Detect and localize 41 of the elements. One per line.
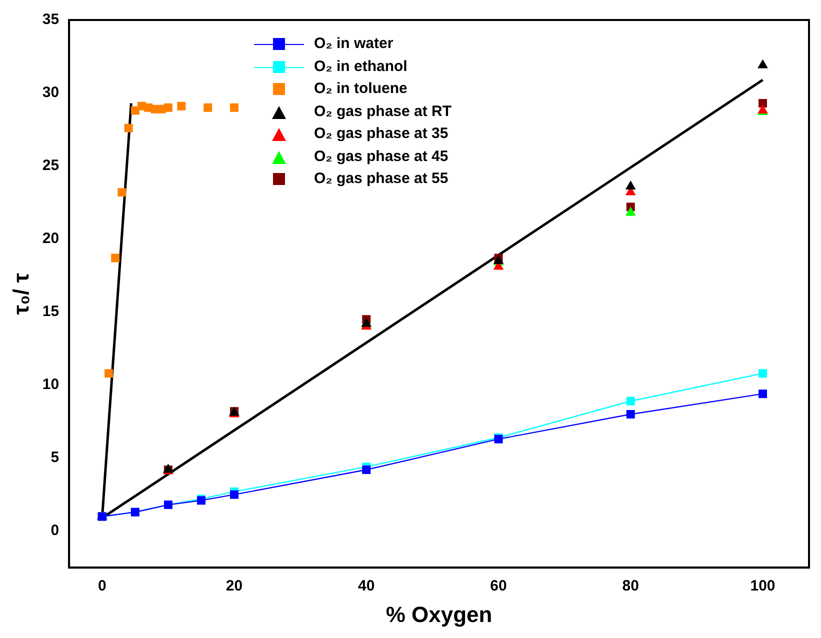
point xyxy=(758,59,768,68)
y-tick-label: 5 xyxy=(50,449,60,466)
point xyxy=(124,124,133,132)
x-tick-label: 0 xyxy=(98,578,106,595)
point xyxy=(625,180,636,190)
point xyxy=(626,396,635,406)
y-tick-label: 25 xyxy=(42,157,60,174)
point xyxy=(104,369,113,378)
point xyxy=(118,188,126,197)
point xyxy=(758,98,767,108)
y-tick-label: 20 xyxy=(42,230,60,248)
y-tick-label: 35 xyxy=(42,11,60,28)
legend-label: O₂ in ethanol xyxy=(314,56,408,76)
x-tick-label: 20 xyxy=(226,578,243,595)
x-tick-label: 40 xyxy=(358,578,375,595)
legend-label: O₂ in water xyxy=(314,34,394,54)
y-tick-label: 10 xyxy=(42,376,60,394)
legend-label: O₂ in toluene xyxy=(314,79,408,99)
point xyxy=(111,254,120,262)
y-tick-label: 30 xyxy=(42,84,60,102)
y-tick-label: 0 xyxy=(50,522,60,540)
point xyxy=(625,206,636,216)
x-tick-label: 60 xyxy=(490,578,507,595)
point xyxy=(758,390,767,398)
legend-label: O₂ gas phase at 35 xyxy=(314,124,448,144)
x-axis-title: % Oxygen xyxy=(386,602,492,627)
point xyxy=(177,102,186,110)
y-tick-label: 15 xyxy=(42,303,60,320)
y-axis-title: τ₀/ τ xyxy=(8,272,34,315)
x-tick-label: 100 xyxy=(750,578,776,595)
legend-label: O₂ gas phase at 55 xyxy=(314,169,448,189)
x-tick-label: 80 xyxy=(622,578,639,595)
point xyxy=(362,466,371,474)
point xyxy=(230,490,238,499)
point xyxy=(626,410,635,419)
point xyxy=(230,103,238,112)
legend-label: O₂ gas phase at 45 xyxy=(314,146,448,166)
legend-label: O₂ gas phase at RT xyxy=(314,102,452,122)
point xyxy=(164,103,172,112)
point xyxy=(758,369,767,378)
point xyxy=(204,103,212,112)
